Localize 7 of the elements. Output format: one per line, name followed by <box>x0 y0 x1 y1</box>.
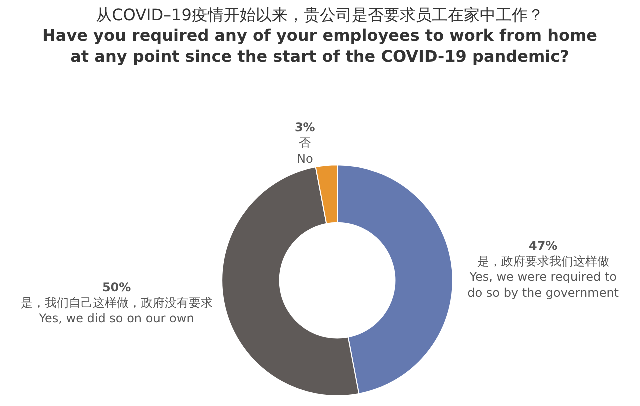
data-label: 47% <box>528 239 558 254</box>
data-label: 50% <box>102 280 132 294</box>
slice-label: 否 No <box>296 136 314 166</box>
chart-title: 从COVID–19疫情开始以来，贵公司是否要求员工在家中工作？ Have you required any of your employees to work from home at any point since the start of the COVID-19 pandemic? <box>42 5 598 66</box>
data-label: 3% <box>294 120 316 135</box>
slice-label: 是，我们自己这样做，政府没有要求 Yes, we did so on our own <box>20 296 213 326</box>
slice-label: 是，政府要求我们这样做 Yes, we were required to do so by the government <box>468 254 620 300</box>
